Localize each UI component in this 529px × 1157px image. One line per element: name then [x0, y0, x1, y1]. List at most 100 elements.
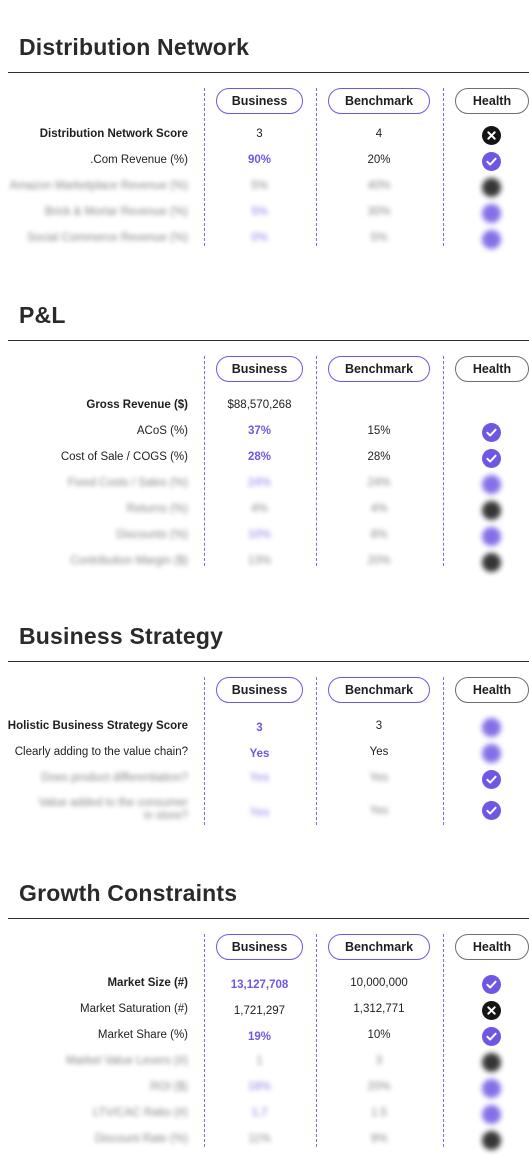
business-value: 11% — [248, 1133, 271, 1145]
row-label: Social Commerce Revenue (%) — [26, 232, 188, 244]
table-row: Cost of Sale / COGS (%) 28% 28% — [0, 449, 529, 468]
check-icon — [482, 770, 501, 789]
column-divider — [316, 934, 317, 1147]
table-row: Amazon Marketplace Revenue (%) 5% 40% — [0, 178, 529, 197]
column-divider — [204, 934, 205, 1147]
check-icon — [482, 801, 501, 820]
business-value: Yes — [249, 772, 270, 784]
table-row: Distribution Network Score 3 4 — [0, 126, 529, 145]
table-row: Fixed Costs / Sales (%) 24% 24% — [0, 475, 529, 494]
row-label: Discounts (%) — [116, 529, 188, 541]
business-value: 3 — [256, 128, 263, 140]
benchmark-value: 1.5 — [371, 1107, 387, 1119]
check-icon — [482, 449, 501, 468]
row-label: Holistic Business Strategy Score — [7, 720, 188, 732]
benchmark-value: 20% — [367, 555, 391, 567]
row-label: Distribution Network Score — [39, 128, 188, 140]
benchmark-value: 15% — [367, 425, 391, 437]
table-row: ROI ($) 18% 20% — [0, 1079, 529, 1098]
business-value: 1.7 — [251, 1107, 268, 1119]
column-header-business[interactable]: Business — [216, 88, 303, 114]
benchmark-value: 20% — [367, 1081, 391, 1093]
column-header-benchmark[interactable]: Benchmark — [328, 934, 430, 960]
check-icon — [482, 230, 501, 249]
table-row: Market Size (#) 13,127,708 10,000,000 — [0, 975, 529, 994]
business-value: 10% — [247, 529, 272, 541]
benchmark-value: 10% — [367, 1029, 391, 1041]
column-header-health[interactable]: Health — [455, 88, 529, 114]
check-icon — [482, 204, 501, 223]
business-value: 1 — [256, 1055, 263, 1067]
x-icon — [482, 1001, 501, 1020]
business-value: 19% — [247, 1031, 272, 1043]
check-icon — [482, 1079, 501, 1098]
row-label: Does product differentiation? — [41, 772, 188, 784]
column-header-health[interactable]: Health — [455, 356, 529, 382]
benchmark-value: 3 — [375, 1055, 383, 1067]
section-title: Business Strategy — [19, 623, 224, 649]
row-label: Market Saturation (#) — [79, 1003, 188, 1015]
row-label: Market Value Levers (#) — [66, 1055, 188, 1067]
row-label: Returns (%) — [126, 503, 188, 515]
table-row: Value added to the consumer in store? Ye… — [0, 797, 529, 822]
column-header-health[interactable]: Health — [455, 677, 529, 703]
section-divider — [8, 918, 529, 919]
benchmark-value: 9% — [370, 1133, 388, 1145]
check-icon — [482, 718, 501, 737]
business-value: 4% — [251, 503, 268, 515]
benchmark-value: 1,312,771 — [353, 1003, 405, 1015]
column-header-business[interactable]: Business — [216, 934, 303, 960]
business-value: 3 — [256, 722, 263, 734]
row-label: Market Size (#) — [107, 977, 188, 989]
row-label: Cost of Sale / COGS (%) — [60, 451, 188, 463]
table-row: Does product differentiation? Yes Yes — [0, 770, 529, 789]
table-row: .Com Revenue (%) 90% 20% — [0, 152, 529, 171]
row-label: ACoS (%) — [136, 425, 188, 437]
x-icon — [482, 1053, 501, 1072]
table-row: Clearly adding to the value chain? Yes Y… — [0, 744, 529, 763]
section-divider — [8, 340, 529, 341]
benchmark-value: 3 — [375, 720, 383, 732]
x-icon — [482, 126, 501, 145]
benchmark-value: 4% — [370, 503, 388, 515]
benchmark-value: 20% — [367, 154, 391, 166]
business-value: Yes — [249, 748, 270, 760]
table-row: Holistic Business Strategy Score 3 3 — [0, 718, 529, 737]
business-value: 0% — [251, 232, 268, 244]
business-value: 28% — [247, 451, 272, 463]
check-icon — [482, 744, 501, 763]
row-label: Contribution Margin ($) — [70, 555, 188, 567]
row-label: Amazon Marketplace Revenue (%) — [9, 180, 188, 192]
benchmark-value: Yes — [369, 746, 389, 758]
benchmark-value: 30% — [367, 206, 391, 218]
check-icon — [482, 475, 501, 494]
column-header-business[interactable]: Business — [216, 356, 303, 382]
row-label: Value added to the consumer in store? — [38, 797, 188, 822]
business-value: 37% — [247, 425, 272, 437]
business-value: 13,127,708 — [230, 979, 289, 991]
row-label: Brick & Mortar Revenue (%) — [44, 206, 188, 218]
benchmark-value: 10,000,000 — [350, 977, 408, 989]
benchmark-value: 5% — [370, 232, 388, 244]
business-value: 24% — [247, 477, 272, 489]
column-header-health[interactable]: Health — [455, 934, 529, 960]
column-divider — [443, 934, 444, 1147]
table-row: Contribution Margin ($) 13% 20% — [0, 553, 529, 572]
column-header-benchmark[interactable]: Benchmark — [328, 356, 430, 382]
benchmark-value: 24% — [367, 477, 391, 489]
column-divider — [443, 356, 444, 566]
table-row: LTV/CAC Ratio (#) 1.7 1.5 — [0, 1105, 529, 1124]
row-label: ROI ($) — [150, 1081, 188, 1093]
check-icon — [482, 1027, 501, 1046]
row-label: .Com Revenue (%) — [90, 154, 188, 166]
table-row: Social Commerce Revenue (%) 0% 5% — [0, 230, 529, 249]
business-value: 13% — [247, 555, 272, 567]
column-header-benchmark[interactable]: Benchmark — [328, 677, 430, 703]
column-divider — [316, 88, 317, 246]
section-divider — [8, 72, 529, 73]
section-divider — [8, 661, 529, 662]
table-row: Market Share (%) 19% 10% — [0, 1027, 529, 1046]
column-header-business[interactable]: Business — [216, 677, 303, 703]
column-header-benchmark[interactable]: Benchmark — [328, 88, 430, 114]
row-label: Fixed Costs / Sales (%) — [67, 477, 188, 489]
